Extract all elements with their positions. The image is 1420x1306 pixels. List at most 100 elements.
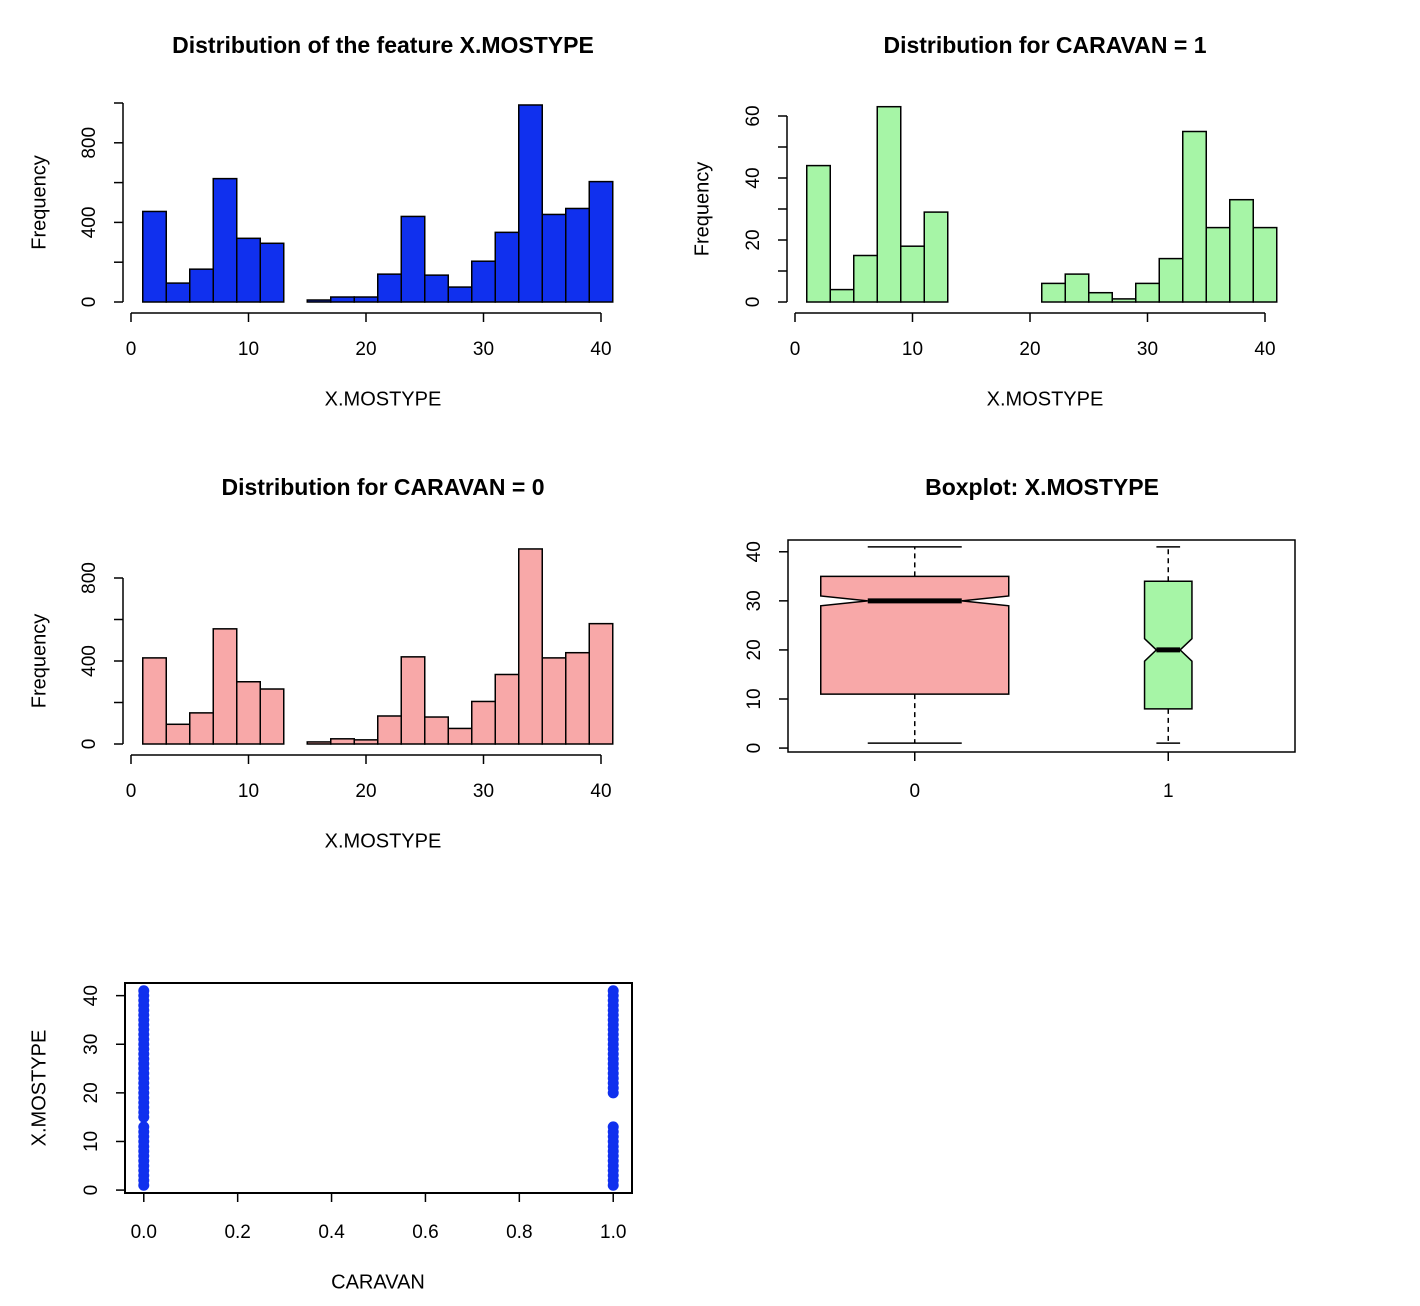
x-tick-label: 10 [902,339,923,360]
point [607,1121,619,1133]
x-tick-label: 30 [473,781,494,802]
bar [212,628,238,745]
bar [353,739,379,745]
y-tick-label: 0 [79,297,100,308]
x-tick-label: 0 [790,339,801,360]
bar [1041,282,1066,303]
x-axis-label: X.MOSTYPE [325,830,442,852]
bar [447,727,473,745]
x-axis-label: X.MOSTYPE [325,388,442,410]
x-tick-label: 30 [473,339,494,360]
bar [259,688,285,745]
plot-frame [124,982,633,1194]
bar [259,242,285,303]
bar [212,177,238,303]
x-tick-label: 10 [238,339,259,360]
y-tick-label: 20 [744,639,765,660]
bar [494,231,520,303]
y-tick-label: 400 [79,207,100,239]
bar [541,213,567,303]
bar [806,164,831,303]
bar [447,286,473,303]
x-tick-label: 40 [590,781,611,802]
x-tick-label: 10 [238,781,259,802]
x-axis-label: X.MOSTYPE [987,388,1104,410]
title: Distribution for CARAVAN = 0 [221,474,544,500]
y-tick-label: 0 [79,739,100,750]
x-tick-label: 40 [590,339,611,360]
x-tick-label: 40 [1254,339,1275,360]
bar [306,299,332,303]
bar [424,716,449,745]
bar [853,254,878,303]
title: Distribution of the feature X.MOSTYPE [172,32,594,58]
title: Boxplot: X.MOSTYPE [925,474,1159,500]
y-tick-label: 0 [744,743,765,754]
y-tick-label: 400 [79,645,100,677]
bar [377,273,402,303]
x-tick-label: 20 [355,339,376,360]
bar [189,712,214,745]
x-tick-label: 0.8 [506,1222,532,1243]
y-tick-label: 40 [81,985,102,1006]
bar [1064,273,1090,303]
bar [330,296,355,303]
bar [541,657,567,745]
bar [424,274,449,303]
bar [494,673,520,745]
y-tick-label: 20 [743,229,764,250]
bar [142,657,167,745]
y-tick-label: 40 [744,541,765,562]
point [138,985,150,997]
y-axis-label: X.MOSTYPE [28,1030,50,1147]
bar [518,548,543,745]
bar [1135,282,1160,303]
y-tick-label: 30 [81,1034,102,1055]
y-tick-label: 30 [744,590,765,611]
x-tick-label: 0.6 [412,1222,438,1243]
bar [142,210,167,303]
bar [876,105,902,303]
bar [1088,291,1113,303]
bar [1252,226,1278,303]
bar [471,260,496,303]
y-tick-label: 10 [81,1131,102,1152]
x-tick-label: 0.4 [318,1222,345,1243]
bar [353,296,379,303]
x-tick-label: 0.0 [131,1222,157,1243]
bar [165,282,191,303]
y-tick-label: 0 [743,297,764,308]
y-tick-label: 20 [81,1082,102,1103]
bar [588,180,614,303]
bar [565,651,590,745]
x-tick-label: 0.2 [224,1222,250,1243]
x-tick-label: 20 [1019,339,1040,360]
bar [400,215,426,303]
bar [236,237,261,303]
x-tick-label: 0 [909,781,920,802]
bar [588,622,614,745]
x-tick-label: 0 [126,781,137,802]
y-tick-label: 60 [743,105,764,126]
bar [1229,198,1254,303]
bar [1182,130,1207,303]
y-axis-label: Frequency [28,155,50,250]
x-tick-label: 30 [1137,339,1158,360]
plot-frame [787,539,1296,753]
x-axis-label: CARAVAN [331,1271,425,1293]
x-tick-label: 0 [126,339,137,360]
point [607,985,619,997]
bar [1205,226,1231,303]
bar [165,723,191,745]
bar [1158,257,1184,303]
y-tick-label: 40 [743,167,764,188]
bar [1111,298,1137,303]
x-tick-label: 1 [1163,781,1174,802]
point [138,1121,150,1133]
bar [377,715,402,745]
bar [518,104,543,303]
title: Distribution for CARAVAN = 1 [883,32,1206,58]
y-tick-label: 800 [79,562,100,594]
